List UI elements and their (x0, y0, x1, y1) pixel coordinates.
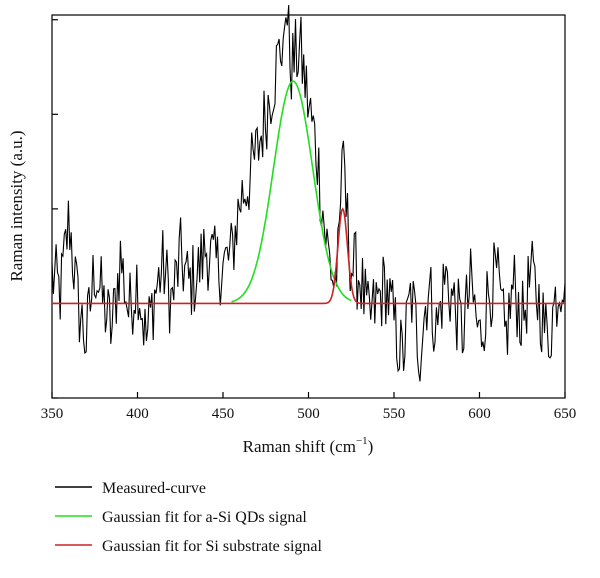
plot-frame (51, 14, 566, 399)
y-axis-title: Raman intensity (a.u.) (7, 130, 26, 281)
legend-label-measured: Measured-curve (102, 480, 206, 497)
x-axis-title: Raman shift (cm−1) (243, 435, 374, 456)
x-tick-label-500: 500 (297, 406, 320, 422)
x-tick-label-350: 350 (41, 406, 64, 422)
x-tick-label-550: 550 (383, 406, 406, 422)
x-tick-label-650: 650 (554, 406, 577, 422)
x-tick-label-400: 400 (126, 406, 149, 422)
legend: Measured-curve Gaussian fit for a-Si QDs… (55, 480, 323, 555)
legend-label-gaussian-qds: Gaussian fit for a-Si QDs signal (102, 509, 307, 526)
x-axis-title-close: ) (368, 437, 374, 456)
x-tick-label-450: 450 (212, 406, 235, 422)
x-tick-label-600: 600 (468, 406, 491, 422)
series-measured-curve (51, 5, 566, 382)
series-lines (51, 5, 566, 382)
x-axis-title-superscript: −1 (356, 435, 368, 447)
series-gaussian-si (52, 207, 565, 305)
x-axis-ticks (51, 392, 566, 398)
y-axis-ticks (52, 19, 58, 399)
legend-label-gaussian-si: Gaussian fit for Si substrate signal (102, 538, 323, 555)
series-gaussian-qds (231, 80, 352, 303)
x-axis-tick-labels: 350 400 450 500 550 600 650 (41, 406, 577, 422)
